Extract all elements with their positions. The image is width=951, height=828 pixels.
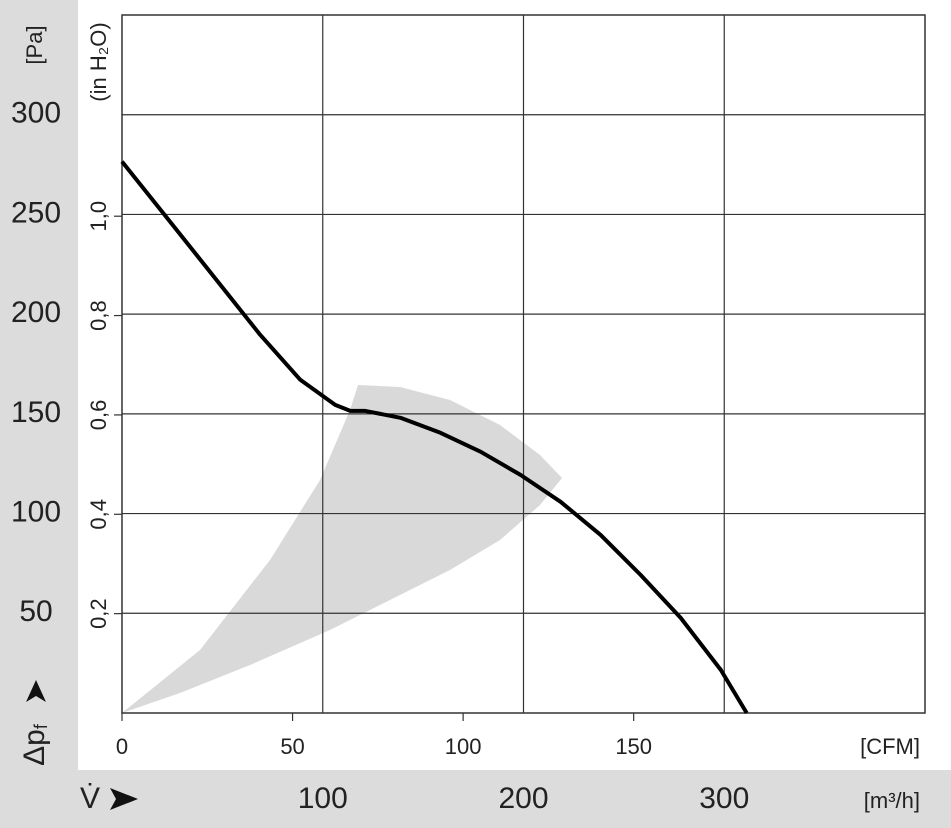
x-symbol: V̇ xyxy=(80,782,100,815)
curve xyxy=(120,160,749,715)
x2-tick-label: 50 xyxy=(280,734,304,759)
y-symbol: Δpf xyxy=(18,723,51,766)
y2-tick-label: 0,8 xyxy=(86,300,111,331)
x2-tick-label: 150 xyxy=(615,734,652,759)
bottom-band xyxy=(0,770,951,828)
y-symbol-sub: f xyxy=(31,723,51,729)
x2-tick-label: 100 xyxy=(445,734,482,759)
x-tick-label: 300 xyxy=(699,782,749,815)
y2-tick-label: 0,2 xyxy=(86,598,111,629)
x-arrow xyxy=(110,788,138,810)
y-arrow xyxy=(26,680,46,702)
y-tick-label: 200 xyxy=(11,296,61,329)
y-tick-label: 100 xyxy=(11,495,61,528)
x-tick-label: 200 xyxy=(498,782,548,815)
y2-label: (in H₂O) xyxy=(86,22,111,101)
x2-tick-label: 0 xyxy=(116,734,128,759)
x-label: [m³/h] xyxy=(864,788,920,813)
y-tick-label: 250 xyxy=(11,196,61,229)
y-tick-label: 300 xyxy=(11,97,61,130)
y2-tick-label: 1,0 xyxy=(86,201,111,232)
operating-area xyxy=(122,385,562,713)
y-symbol-main: Δp xyxy=(18,729,51,766)
y2-tick-label: 0,6 xyxy=(86,400,111,431)
y-tick-label: 150 xyxy=(11,396,61,429)
plot-frame xyxy=(121,14,926,714)
y-label: [Pa] xyxy=(22,25,47,64)
x-tick-label: 100 xyxy=(298,782,348,815)
y-tick-label: 50 xyxy=(19,595,52,628)
y2-tick-label: 0,4 xyxy=(86,499,111,530)
grid xyxy=(122,15,925,713)
x2-label: [CFM] xyxy=(860,734,920,759)
